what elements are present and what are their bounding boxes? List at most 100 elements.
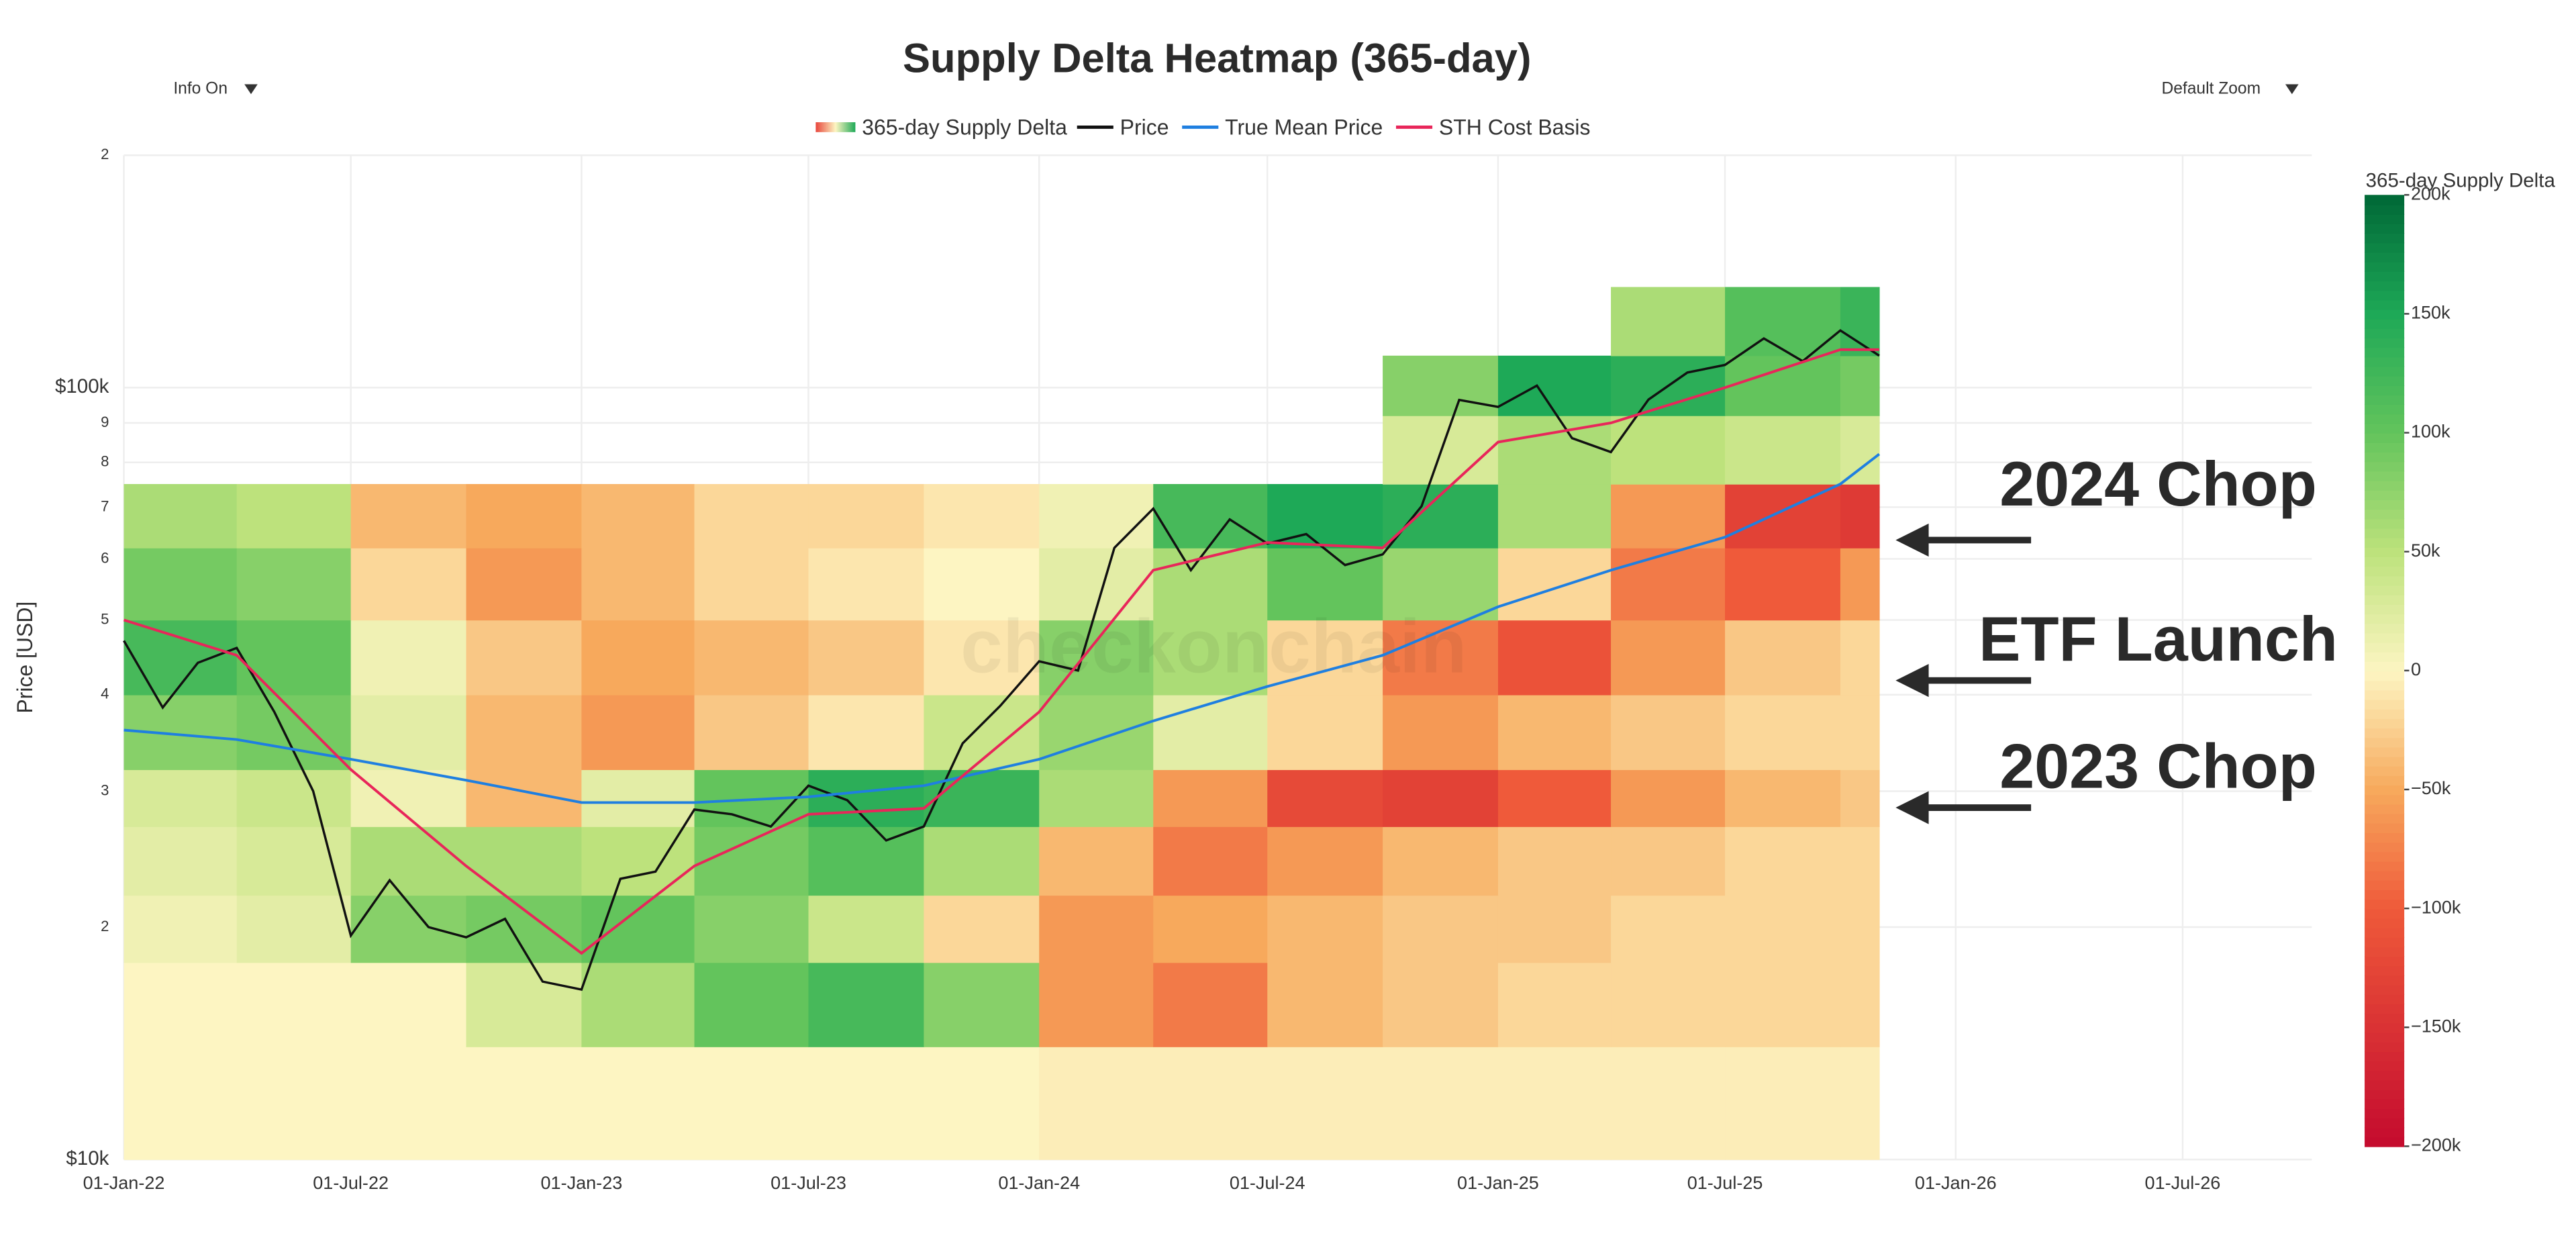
colorbar-step [2365,432,2405,443]
colorbar-step [2365,984,2405,995]
heatmap-cell [694,895,809,963]
colorbar-step [2365,994,2405,1005]
legend: 365-day Supply Delta Price True Mean Price… [815,115,1591,139]
heatmap-cell [1611,769,1726,827]
colorbar-step [2365,813,2405,824]
colorbar-step [2365,565,2405,577]
heatmap-cell [1611,962,1726,1047]
heatmap-cell [123,548,238,621]
colorbar-step [2365,1089,2405,1100]
heatmap-cell [1497,1047,1612,1160]
heatmap-cell [1383,1047,1499,1160]
heatmap-cell [1497,769,1612,827]
y-tick-label: $10k [66,1147,109,1169]
colorbar-step [2365,670,2405,681]
colorbar-step [2365,613,2405,624]
axes: 01-Jan-22 01-Jul-22 01-Jan-23 01-Jul-23 01-J… [55,146,2220,1193]
x-tick-label: 01-Jul-22 [313,1173,389,1193]
colorbar-step [2365,1032,2405,1043]
heatmap-cell [1611,548,1726,621]
colorbar-step [2365,423,2405,434]
heatmap-cell [1725,484,1841,548]
colorbar-step [2365,775,2405,786]
heatmap-cell [236,548,352,621]
heatmap-cell [1039,694,1154,771]
legend-label: True Mean Price [1225,115,1383,139]
dropdown-arrow[interactable] [244,84,258,95]
series-line [123,452,1881,804]
colorbar-step [2365,756,2405,767]
heatmap-cell [123,826,238,896]
y-tick-label: 5 [101,610,109,627]
colorbar-step [2365,804,2405,814]
colorbar-tick-label: −100k [2411,897,2461,917]
series-line [123,329,1880,992]
heatmap-cell [581,769,695,827]
heatmap-cell [808,620,925,696]
zoom-button[interactable]: Default Zoom [2161,79,2299,97]
colorbar-step [2365,375,2405,386]
heatmap-cell [1383,769,1499,827]
heatmap-cell [581,895,695,963]
heatmap-cell [1497,962,1612,1047]
info-button[interactable]: Info On [173,79,258,97]
heatmap-cell [1039,484,1154,548]
info-button-label[interactable]: Info On [173,79,228,97]
colorbar-step [2365,975,2405,986]
colorbar-step [2365,927,2405,938]
dropdown-arrow[interactable] [2285,84,2299,95]
colorbar-step [2365,623,2405,634]
colorbar-step [2365,1060,2405,1071]
heatmap-cell [581,694,695,771]
heatmap-cell [1267,895,1383,963]
x-tick-label: 01-Jan-22 [83,1173,165,1193]
chart-title: Supply Delta Heatmap (365-day) [903,35,1531,81]
colorbar-tick-label: −200k [2411,1135,2461,1155]
colorbar-step [2365,318,2405,329]
heatmap-cell [1611,1047,1726,1160]
heatmap-cell [123,484,238,548]
watermark: checkonchain [960,604,1467,689]
colorbar-step [2365,1041,2405,1052]
heatmap-cell [1039,769,1154,827]
heatmap-cell [1383,826,1499,896]
heatmap-cell [1611,694,1726,771]
heatmap-cell [581,620,695,696]
heatmap-cell [808,694,925,771]
heatmap-cell [1497,484,1612,548]
heatmap-cell [123,962,238,1047]
heatmap-cell [350,694,467,771]
colorbar-step [2365,918,2405,928]
heatmap-cell [1497,355,1612,416]
heatmap-cell [236,769,352,827]
heatmap-cell [466,962,583,1047]
heatmap-cell [466,1047,583,1160]
heatmap-cell [1840,895,1880,963]
heatmap-cell [1153,694,1268,771]
colorbar-step [2365,575,2405,586]
y-tick-label: 2 [101,918,109,934]
heatmap-cell [236,962,352,1047]
heatmap-cell [1840,826,1880,896]
colorbar-step [2365,290,2405,301]
heatmap [123,287,1880,1160]
colorbar-step [2365,955,2405,967]
heatmap-cell [1383,548,1499,621]
heatmap-cell [1383,694,1499,771]
heatmap-cell [1153,620,1268,696]
legend-swatch [815,122,856,132]
heatmap-cell [1840,415,1880,485]
x-tick-label: 01-Jan-23 [540,1173,622,1193]
heatmap-cell [236,826,352,896]
heatmap-cell [694,1047,809,1160]
legend-label: Price [1120,115,1169,139]
heatmap-cell [1497,620,1612,696]
heatmap-cell [350,484,467,548]
heatmap-cell [1267,826,1383,896]
zoom-button-label[interactable]: Default Zoom [2161,79,2261,97]
heatmap-cell [694,484,809,548]
colorbar-tick-label: 150k [2411,303,2450,323]
heatmap-cell [1725,355,1841,416]
heatmap-cell [1840,769,1880,827]
heatmap-cell [1383,962,1499,1047]
